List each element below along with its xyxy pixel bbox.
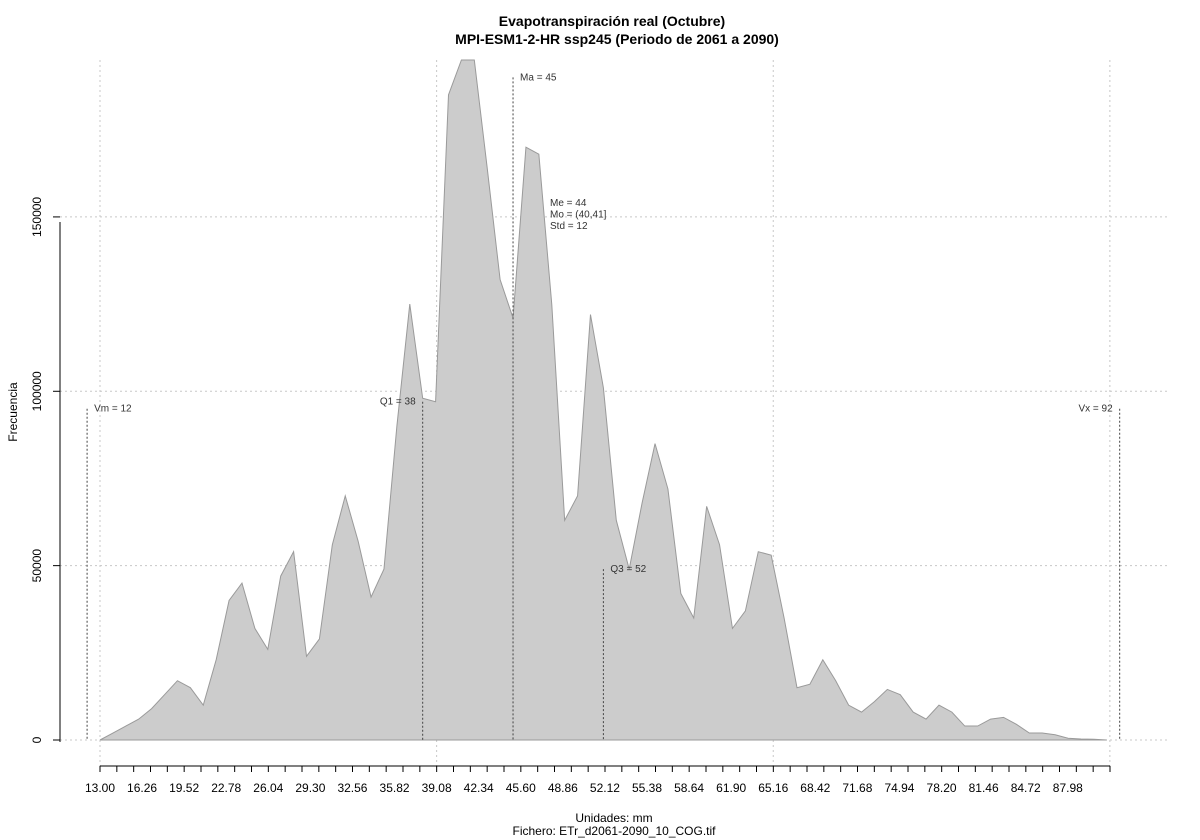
x-tick-label-18: 71.68 [842,781,872,795]
x-tick-label-15: 61.90 [716,781,746,795]
stat-label-1: Q1 = 38 [380,397,416,408]
x-axis: 13.00 16.26 19.52 22.78 26.04 29.30 32.56 35.82… [85,765,1111,795]
x-tick-label-19: 74.94 [884,781,914,795]
x-tick-label-17: 68.42 [800,781,830,795]
stat-label-2: Ma = 45 [520,72,557,83]
x-tick-label-5: 29.30 [295,781,325,795]
x-axis-label: Unidades: mm [575,811,652,825]
stat-marker-labels: Vm = 12 Q1 = 38 Ma = 45 Q3 = 52 Vx = 92 [94,72,1113,575]
x-tick-label-14: 58.64 [674,781,704,795]
x-tick-label-10: 45.60 [506,781,536,795]
x-tick-label-11: 48.86 [548,781,578,795]
x-tick-label-22: 84.72 [1011,781,1041,795]
x-tick-label-13: 55.38 [632,781,662,795]
source-file-label: Fichero: ETr_d2061-2090_10_COG.tif [513,824,717,838]
stat-block-line-2: Std = 12 [550,221,588,232]
stat-label-3: Q3 = 52 [610,564,646,575]
x-tick-label-4: 26.04 [253,781,283,795]
x-tick-label-6: 32.56 [337,781,367,795]
x-tick-label-8: 39.08 [422,781,452,795]
stat-block-line-0: Me = 44 [550,198,587,209]
x-tick-label-3: 22.78 [211,781,241,795]
stat-label-4: Vx = 92 [1078,404,1113,415]
y-tick-label-3: 150000 [30,197,44,237]
chart-subtitle: MPI-ESM1-2-HR ssp245 (Periodo de 2061 a … [455,31,779,47]
chart-title: Evapotranspiración real (Octubre) [499,13,725,29]
x-tick-label-9: 42.34 [464,781,494,795]
x-tick-label-7: 35.82 [380,781,410,795]
x-tick-label-16: 65.16 [758,781,788,795]
x-tick-label-21: 81.46 [969,781,999,795]
x-tick-label-1: 16.26 [127,781,157,795]
y-axis: 0 50000 100000 150000 [30,197,61,743]
frequency-area [99,59,1107,741]
stat-block-line-1: Mo = (40,41] [550,210,607,221]
x-tick-label-12: 52.12 [590,781,620,795]
y-axis-label: Frecuencia [6,382,20,442]
y-tick-label-1: 50000 [30,549,44,583]
x-tick-label-20: 78.20 [927,781,957,795]
y-tick-label-0: 0 [30,736,44,743]
x-tick-label-2: 19.52 [169,781,199,795]
y-tick-label-2: 100000 [30,371,44,411]
x-tick-label-0: 13.00 [85,781,115,795]
stat-label-0: Vm = 12 [94,404,132,415]
stat-marker-lines [86,77,1121,740]
x-tick-label-23: 87.98 [1053,781,1083,795]
